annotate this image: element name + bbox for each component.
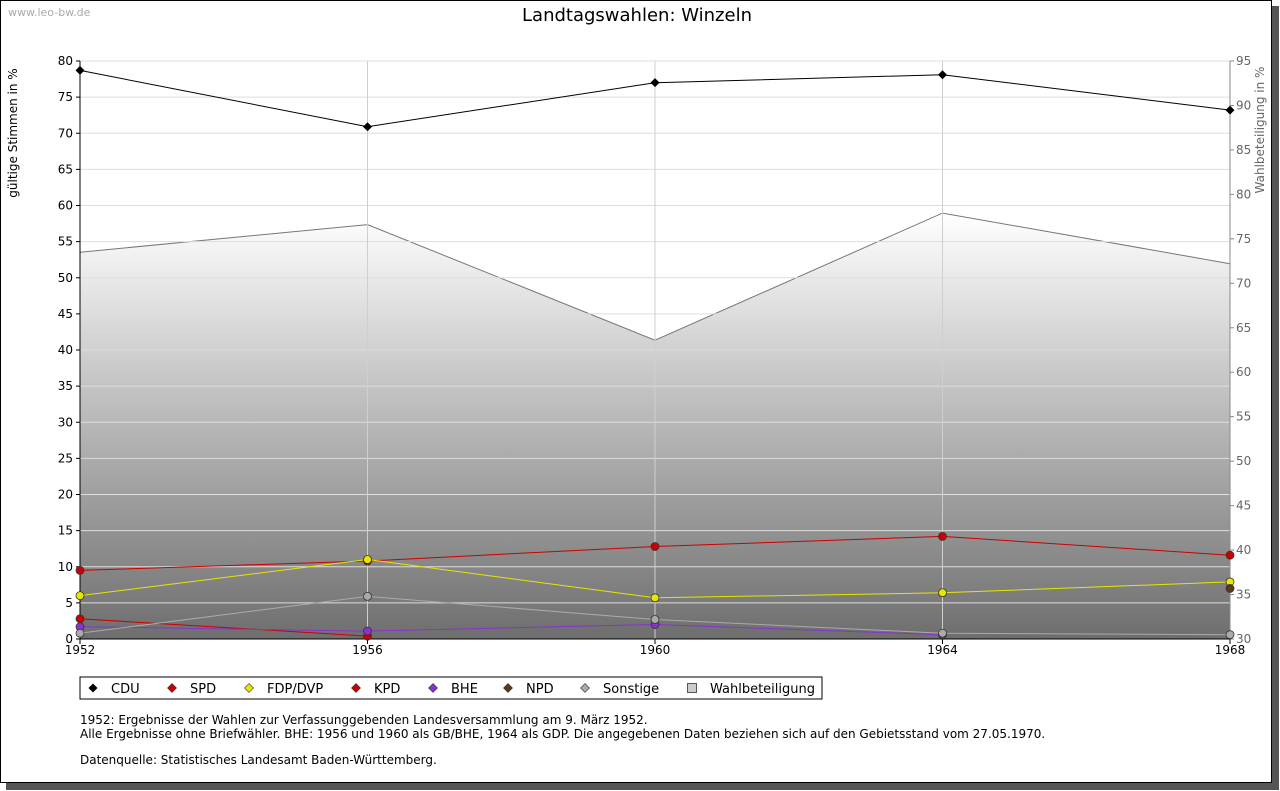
y-axis-label-left: gültige Stimmen in % [6,68,20,197]
y-tick-label-left: 50 [58,271,73,285]
x-tick-label: 1952 [65,643,96,657]
frame-shadow-bottom [6,783,1279,790]
chart-title: Landtagswahlen: Winzeln [522,5,752,26]
legend-swatch-npd [503,683,513,693]
y-tick-label-right: 30 [1236,632,1251,646]
y-tick-label-left: 25 [58,451,73,465]
legend-label-spd: SPD [190,682,216,697]
y-tick-label-right: 65 [1236,321,1251,335]
legend-label-fdp-dvp: FDP/DVP [267,682,323,697]
legend-label-sonstige: Sonstige [603,682,659,697]
legend-swatch-sonstige [580,683,590,693]
y-tick-label-right: 80 [1236,187,1251,201]
point-npd [1225,584,1235,593]
point-bhe [363,626,372,636]
point-sonstige [75,628,85,638]
y-tick-label-left: 65 [58,162,73,176]
note-1952: 1952: Ergebnisse der Wahlen zur Verfassu… [80,713,648,727]
y-tick-label-left: 30 [58,415,73,429]
y-tick-label-left: 20 [58,488,73,502]
y-axis-label-right: Wahlbeteiligung in % [1253,67,1267,194]
y-tick-label-left: 70 [58,126,73,140]
y-tick-label-right: 85 [1236,143,1251,157]
y-tick-label-left: 10 [58,560,73,574]
series-line-kpd [79,618,368,637]
point-sonstige [363,591,372,601]
frame-shadow-right [1272,6,1279,789]
legend-label-cdu: CDU [111,682,140,697]
y-tick-label-left: 5 [65,596,73,610]
point-cdu [650,78,660,88]
y-tick-label-right: 75 [1236,232,1251,246]
legend-swatch-wahlbeteiligung [687,683,697,693]
y-tick-label-right: 35 [1236,588,1251,602]
watermark-text: www.leo-bw.de [8,6,91,19]
point-spd [75,565,85,575]
legend-label-bhe: BHE [451,682,478,697]
point-cdu [75,65,85,75]
point-kpd [75,614,85,624]
y-tick-label-left: 40 [58,343,73,357]
legend-swatch-cdu [88,683,98,693]
legend-swatch-kpd [351,683,361,693]
y-tick-label-right: 40 [1236,543,1251,557]
legend-label-kpd: KPD [374,682,400,697]
y-tick-label-left: 75 [58,90,73,104]
y-tick-label-left: 60 [58,199,73,213]
point-sonstige [650,615,660,624]
legend-swatch-spd [167,683,177,693]
x-tick-label: 1960 [640,643,671,657]
y-tick-label-right: 50 [1236,454,1251,468]
point-cdu [363,122,372,132]
point-fdp-dvp [650,593,660,603]
series-points-layer [75,65,1235,641]
legend-label-wahlbeteiligung: Wahlbeteiligung [710,682,815,697]
point-spd [650,542,660,551]
y-tick-label-right: 95 [1236,54,1251,68]
point-cdu [938,70,947,80]
x-tick-label: 1964 [927,643,958,657]
legend: CDU SPD FDP/DVP KPD BHE NPD Sonstige Wahlbeteil… [79,676,823,700]
y-tick-label-left: 55 [58,235,73,249]
series-line-bhe [79,623,943,636]
note-briefwaehler: Alle Ergebnisse ohne Briefwähler. BHE: 1… [80,727,1046,741]
y-tick-label-right: 55 [1236,410,1251,424]
x-tick-label: 1956 [352,643,383,657]
point-fdp-dvp [75,591,85,601]
point-fdp-dvp [938,588,947,598]
point-sonstige [938,628,947,638]
y-tick-label-right: 45 [1236,499,1251,513]
x-tick-label: 1968 [1215,643,1246,657]
y-tick-label-right: 90 [1236,98,1251,112]
legend-label-npd: NPD [526,682,554,697]
y-tick-label-left: 0 [65,632,73,646]
legend-swatch-bhe [428,683,438,693]
point-cdu [1225,105,1235,115]
y-tick-label-right: 70 [1236,276,1251,290]
y-tick-label-left: 80 [58,54,73,68]
legend-swatch-fdp-dvp [244,683,254,693]
legend-box [79,676,823,700]
point-fdp-dvp [363,555,372,564]
y-tick-label-left: 45 [58,307,73,321]
point-spd [938,532,947,541]
y-tick-label-left: 35 [58,379,73,393]
y-tick-label-right: 60 [1236,365,1251,379]
note-source: Datenquelle: Statistisches Landesamt Bad… [80,753,437,767]
point-spd [1225,550,1235,560]
axes-layer: 0 5 10 15 20 25 30 35 40 45 50 55 60 65 70 75 80 30 35 40 45… [58,54,1252,657]
point-sonstige [1225,630,1235,640]
y-tick-label-left: 15 [58,524,73,538]
